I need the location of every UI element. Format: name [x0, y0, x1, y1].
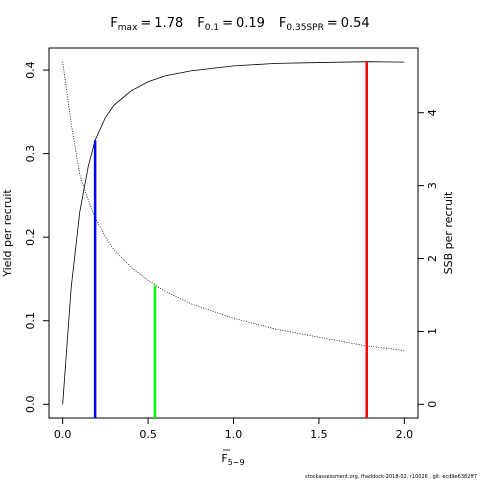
x-tick-label: 2.0 [396, 428, 414, 441]
y-tick-label: 0.2 [24, 228, 37, 246]
y-tick-label: 0.1 [24, 312, 37, 330]
y2-tick-label: 1 [426, 328, 439, 335]
title-eq: = [222, 16, 233, 31]
plot-frame [48, 47, 419, 419]
x-label-main: F [221, 452, 227, 465]
y2-tick-label: 4 [426, 109, 439, 116]
y2-tick-label: 0 [426, 401, 439, 408]
title-value: 1.78 [154, 16, 183, 31]
title-value: 0.19 [236, 16, 265, 31]
x-label-sub: 5−9 [228, 458, 245, 467]
y2-tick-label: 3 [426, 182, 439, 189]
curve [62, 61, 405, 351]
x-tick-label: 0.0 [54, 428, 72, 441]
curve [62, 61, 405, 405]
x-tick-label: 0.5 [139, 428, 157, 441]
y-axis-label: Yield per recruit [1, 189, 14, 278]
title-symbol: F [110, 16, 117, 31]
x-tick-label: 1.5 [310, 428, 328, 441]
title-symbol: F [279, 16, 286, 31]
title-symbol: F [197, 16, 204, 31]
x-axis-label: F5−9 [221, 452, 244, 467]
y2-axis-label: SSB per recruit [442, 191, 455, 274]
y-tick-label: 0.3 [24, 145, 37, 163]
y-tick-label: 0.0 [24, 396, 37, 414]
y2-tick-label: 2 [426, 255, 439, 262]
title-subscript: max [118, 23, 138, 33]
title-subscript: 0.35SPR [286, 23, 323, 33]
title-value: 0.54 [341, 16, 370, 31]
footer: stockassessment.org, fhaddock-2018-02, r… [305, 474, 477, 480]
title-eq: = [140, 16, 151, 31]
y-tick-label: 0.4 [24, 61, 37, 79]
title-eq: = [327, 16, 338, 31]
title-subscript: 0.1 [205, 23, 219, 33]
chart-title: Fmax = 1.78 F0.1 = 0.19 F0.35SPR = 0.54 [110, 16, 369, 33]
x-tick-label: 1.0 [225, 428, 243, 441]
